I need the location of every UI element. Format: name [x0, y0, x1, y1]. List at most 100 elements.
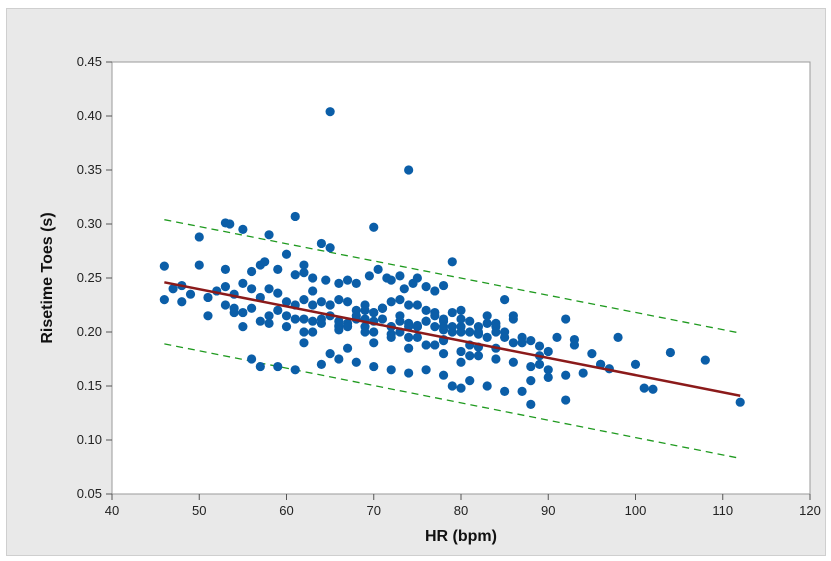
data-point	[526, 336, 536, 346]
y-tick-label: 0.45	[77, 54, 102, 69]
data-point	[290, 270, 300, 280]
data-point	[526, 399, 536, 409]
data-point	[735, 397, 745, 407]
data-point	[412, 273, 422, 283]
data-point	[203, 311, 213, 321]
data-point	[491, 318, 501, 328]
data-point	[465, 351, 475, 361]
data-point	[447, 257, 457, 267]
data-point	[438, 322, 449, 332]
data-point	[456, 346, 466, 357]
data-point	[404, 343, 414, 353]
data-point	[238, 278, 248, 288]
data-point	[364, 271, 374, 281]
data-point	[517, 386, 527, 396]
y-tick-label: 0.35	[77, 162, 102, 177]
data-point	[395, 271, 405, 281]
data-point	[247, 303, 257, 313]
data-point	[308, 327, 318, 337]
data-point	[229, 307, 239, 318]
data-point	[386, 365, 396, 375]
data-point	[247, 266, 257, 277]
data-point	[534, 341, 545, 351]
data-point	[342, 275, 353, 285]
data-point	[561, 395, 571, 405]
y-axis-title: Risetime Toes (s)	[39, 212, 56, 343]
data-point	[613, 332, 623, 342]
data-point	[421, 340, 431, 350]
x-axis: 40 50 60 70 80 90 100 110 120	[105, 494, 821, 518]
data-point	[325, 349, 335, 359]
data-point	[342, 322, 353, 332]
data-point	[526, 361, 536, 372]
data-point	[543, 346, 553, 357]
data-point	[247, 284, 257, 294]
data-point	[299, 327, 309, 337]
data-point	[517, 338, 527, 348]
data-point	[360, 327, 370, 337]
data-point	[316, 359, 326, 369]
data-point	[395, 311, 405, 321]
data-point	[404, 332, 414, 342]
data-point	[281, 249, 292, 259]
data-point	[220, 218, 231, 228]
data-point	[534, 359, 545, 369]
data-point	[159, 261, 169, 271]
x-tick-label: 50	[192, 503, 206, 518]
data-point	[465, 316, 475, 326]
data-point	[482, 318, 492, 328]
data-point	[273, 288, 283, 298]
data-point	[500, 295, 510, 305]
data-point	[255, 316, 265, 326]
data-point	[238, 224, 248, 234]
data-point	[316, 297, 326, 307]
data-point	[220, 264, 231, 274]
x-tick-label: 60	[279, 503, 293, 518]
data-point	[299, 314, 309, 324]
data-point	[421, 316, 431, 326]
data-point	[194, 232, 204, 242]
data-point	[412, 320, 422, 331]
x-tick-label: 80	[454, 503, 468, 518]
data-point	[386, 332, 396, 342]
data-point	[220, 300, 231, 310]
data-point	[639, 383, 649, 393]
data-point	[465, 376, 475, 386]
data-point	[630, 359, 641, 369]
data-point	[369, 361, 379, 372]
y-tick-label: 0.30	[77, 216, 102, 231]
data-point	[508, 357, 518, 367]
data-point	[308, 300, 318, 310]
data-point	[500, 386, 510, 396]
data-point	[377, 303, 388, 313]
data-point	[299, 260, 309, 270]
data-point	[308, 286, 318, 296]
x-tick-label: 70	[367, 503, 381, 518]
data-point	[194, 260, 204, 270]
data-point	[203, 292, 213, 303]
data-point	[281, 311, 292, 321]
x-tick-label: 40	[105, 503, 119, 518]
data-point	[220, 282, 231, 292]
data-point	[447, 322, 457, 332]
data-point	[316, 238, 326, 249]
y-tick-label: 0.25	[77, 270, 102, 285]
upper-prediction-line	[164, 219, 741, 334]
data-point	[421, 365, 431, 375]
data-point	[168, 284, 178, 294]
data-point	[386, 275, 396, 285]
data-point	[508, 314, 518, 324]
x-tick-label: 120	[799, 503, 821, 518]
data-point	[587, 349, 597, 359]
y-tick-label: 0.05	[77, 486, 102, 501]
data-point	[260, 257, 270, 267]
data-point	[299, 295, 309, 305]
data-point	[508, 338, 518, 348]
data-point	[404, 300, 414, 310]
data-point	[325, 107, 335, 117]
y-tick-label: 0.40	[77, 108, 102, 123]
data-point	[185, 289, 196, 299]
data-point	[247, 354, 257, 364]
data-point	[430, 322, 440, 332]
